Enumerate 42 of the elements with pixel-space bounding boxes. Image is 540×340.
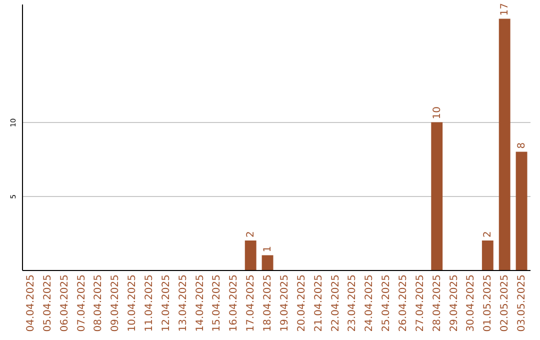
x-tick-label: 08.04.2025	[93, 274, 104, 332]
data-label: 1	[262, 246, 274, 252]
x-tick-label: 04.04.2025	[25, 274, 36, 332]
x-tick-label: 12.04.2025	[160, 274, 172, 332]
x-tick-label: 26.04.2025	[398, 274, 409, 332]
x-tick-label: 01.05.2025	[482, 274, 494, 332]
x-tick-label: 16.04.2025	[228, 274, 240, 332]
data-label: 2	[482, 231, 494, 238]
x-tick-label: 05.04.2025	[42, 274, 54, 332]
x-tick-label: 20.04.2025	[296, 274, 308, 332]
bar	[482, 240, 494, 270]
x-tick-label: 24.04.2025	[364, 274, 376, 332]
data-label: 10	[432, 106, 443, 120]
x-tick-label: 09.04.2025	[110, 274, 122, 332]
data-label: 8	[516, 142, 528, 149]
x-tick-label: 25.04.2025	[381, 274, 392, 332]
bar	[431, 122, 443, 270]
x-tick-label: 30.04.2025	[466, 274, 477, 332]
x-tick-label: 29.04.2025	[448, 274, 460, 332]
bar	[262, 255, 274, 270]
x-tick-label: 06.04.2025	[59, 274, 70, 332]
x-tick-label: 17.04.2025	[246, 274, 257, 332]
x-tick-label: 18.04.2025	[262, 274, 274, 332]
x-tick-label: 23.04.2025	[347, 274, 358, 332]
x-tick-label: 22.04.2025	[330, 274, 342, 332]
x-tick-label: 07.04.2025	[76, 274, 88, 332]
data-label: 2	[246, 231, 257, 238]
x-tick-label: 11.04.2025	[144, 274, 155, 332]
x-tick-label: 28.04.2025	[432, 274, 443, 332]
x-tick-label: 10.04.2025	[127, 274, 138, 332]
x-tick-label: 13.04.2025	[178, 274, 189, 332]
x-tick-label: 27.04.2025	[414, 274, 426, 332]
x-tick-label: 19.04.2025	[279, 274, 290, 332]
bar	[516, 152, 528, 270]
x-tick-label: 15.04.2025	[212, 274, 223, 332]
x-tick-label: 02.05.2025	[500, 274, 511, 332]
x-tick-label: 14.04.2025	[194, 274, 206, 332]
bar	[244, 240, 256, 270]
x-tick-label: 03.05.2025	[516, 274, 528, 332]
data-label: 17	[500, 3, 511, 16]
bar	[498, 18, 510, 270]
x-tick-label: 21.04.2025	[313, 274, 324, 332]
